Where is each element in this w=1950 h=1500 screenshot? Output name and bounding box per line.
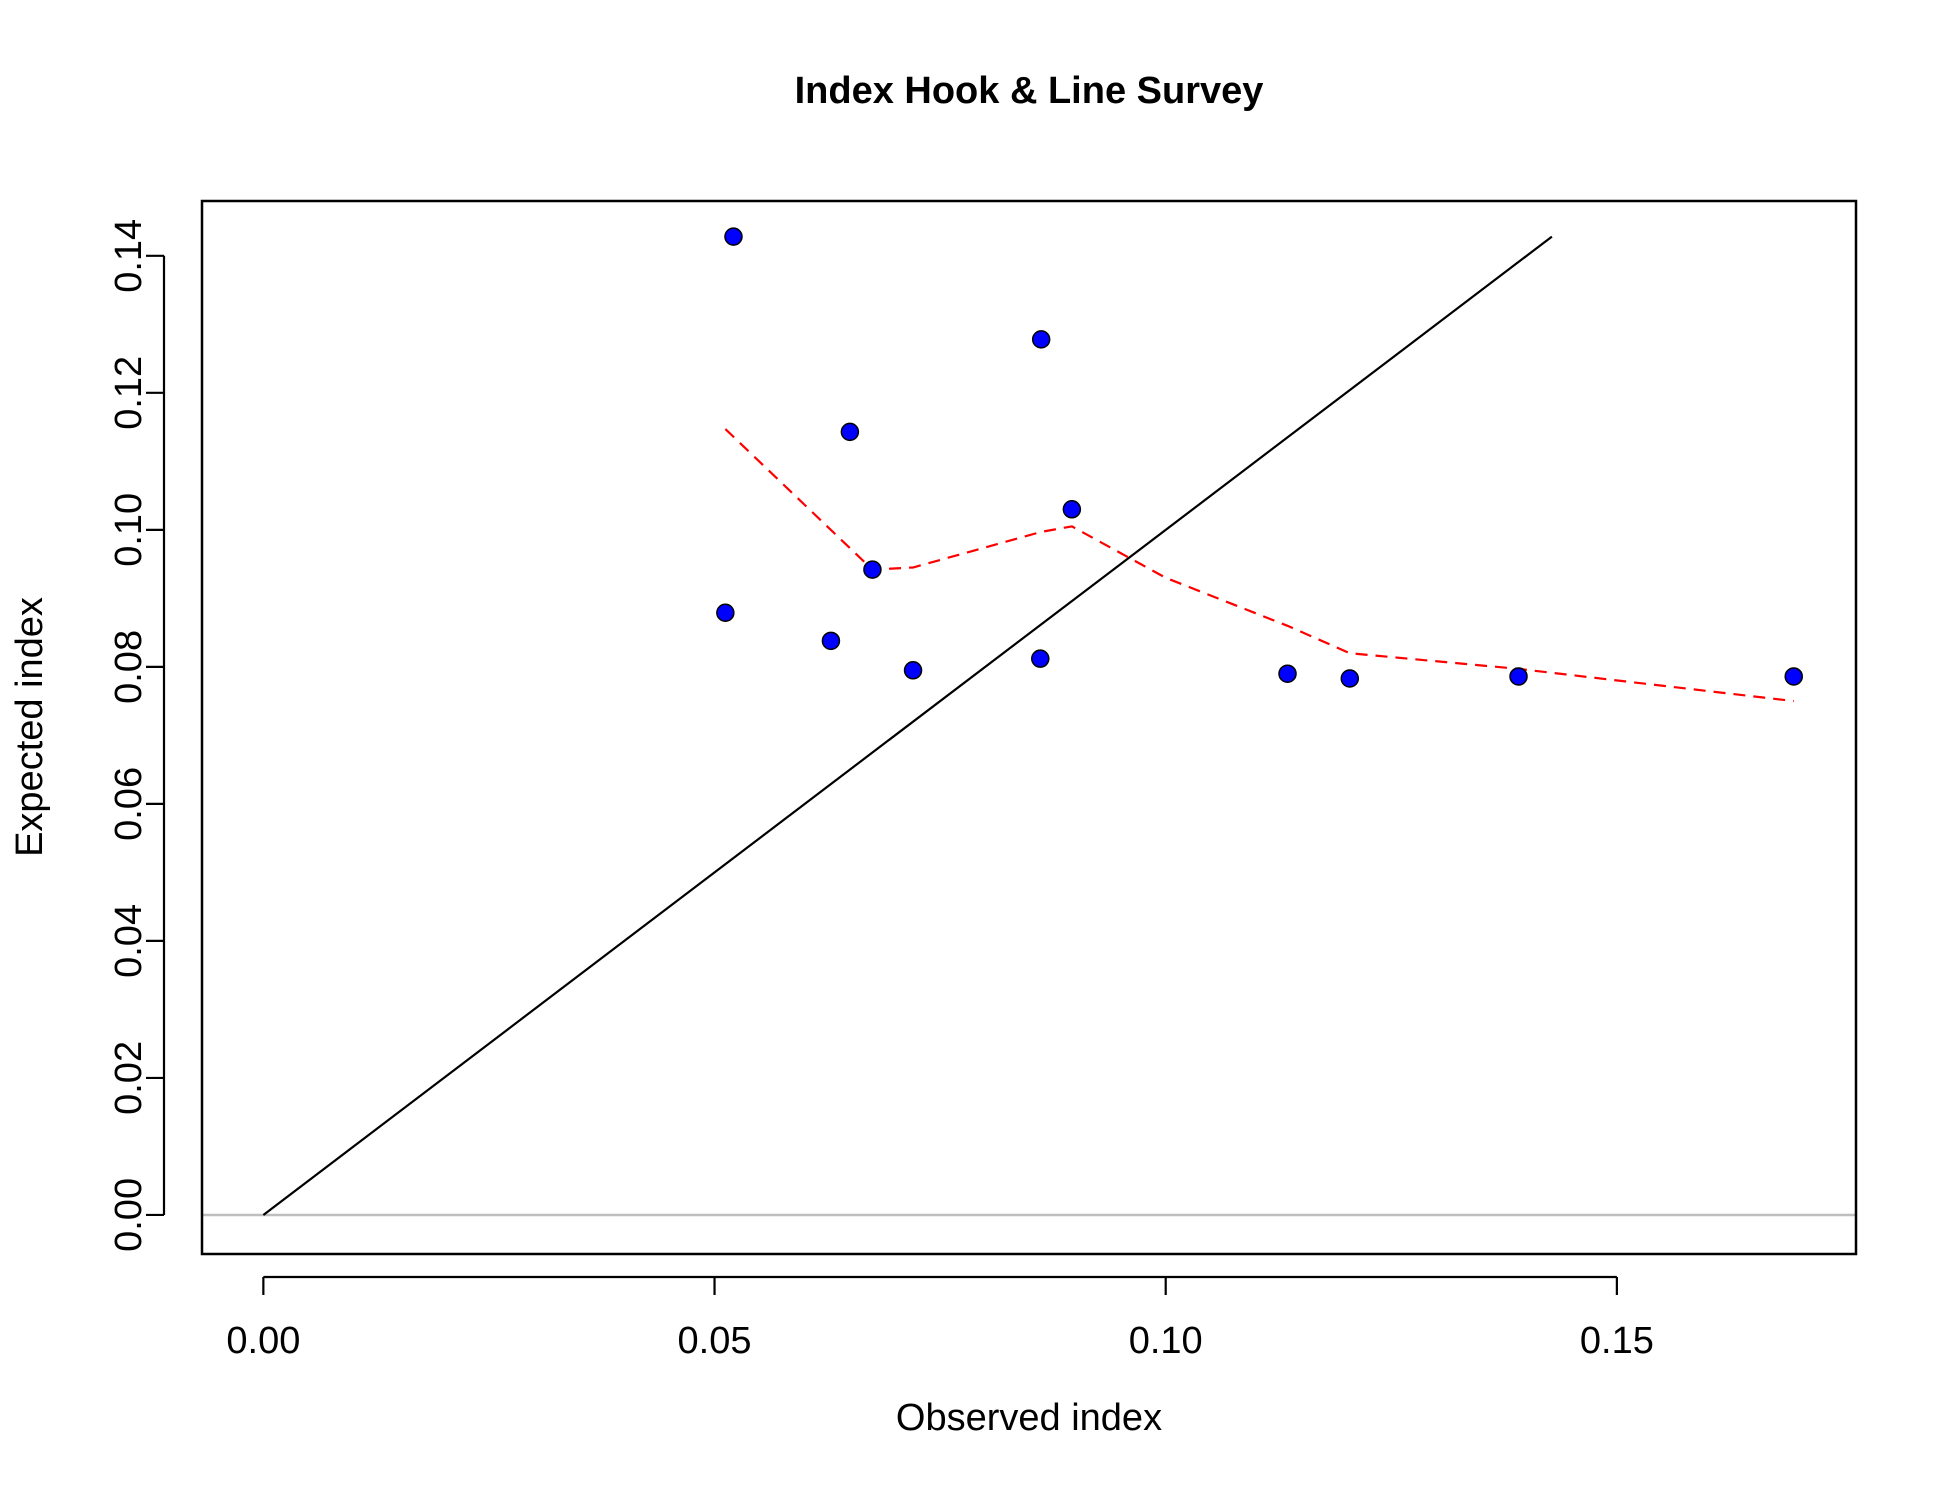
y-tick-label: 0.00 [108, 1178, 150, 1252]
identity-line [262, 235, 1553, 1216]
data-point [1340, 669, 1360, 688]
data-point [716, 603, 735, 622]
y-tick-label: 0.06 [108, 767, 150, 841]
plot-frame [200, 199, 1858, 1256]
data-point [724, 227, 743, 246]
y-tick-label: 0.02 [108, 1041, 150, 1115]
y-axis: 0.00 0.02 0.04 0.06 0.08 0.10 0.12 0.14 [108, 219, 166, 1252]
chart-title: Index Hook & Line Survey [795, 70, 1264, 112]
y-axis-label: Expected index [9, 597, 51, 857]
data-point [1509, 667, 1528, 686]
x-tick-label: 0.05 [678, 1320, 752, 1362]
data-point [1031, 330, 1051, 349]
x-tick-label: 0.00 [226, 1320, 300, 1362]
y-tick-label: 0.04 [108, 904, 150, 978]
data-point [1031, 649, 1050, 668]
x-tick-label: 0.10 [1129, 1320, 1203, 1362]
data-point [903, 661, 923, 680]
smoother-line [724, 428, 1794, 703]
x-tick-label: 0.15 [1580, 1320, 1654, 1362]
plot-area [202, 227, 1856, 1217]
y-tick-label: 0.10 [108, 493, 150, 567]
data-point [821, 631, 841, 651]
y-tick-label: 0.08 [108, 630, 150, 704]
y-tick-label: 0.14 [108, 219, 150, 293]
data-point [1784, 667, 1803, 686]
x-axis: 0.00 0.05 0.10 0.15 [226, 1275, 1654, 1362]
y-tick-label: 0.12 [108, 356, 150, 430]
data-point [863, 560, 882, 579]
data-point [840, 422, 860, 442]
data-point [1062, 500, 1082, 519]
data-point [1278, 664, 1297, 683]
x-axis-label: Observed index [896, 1397, 1162, 1439]
